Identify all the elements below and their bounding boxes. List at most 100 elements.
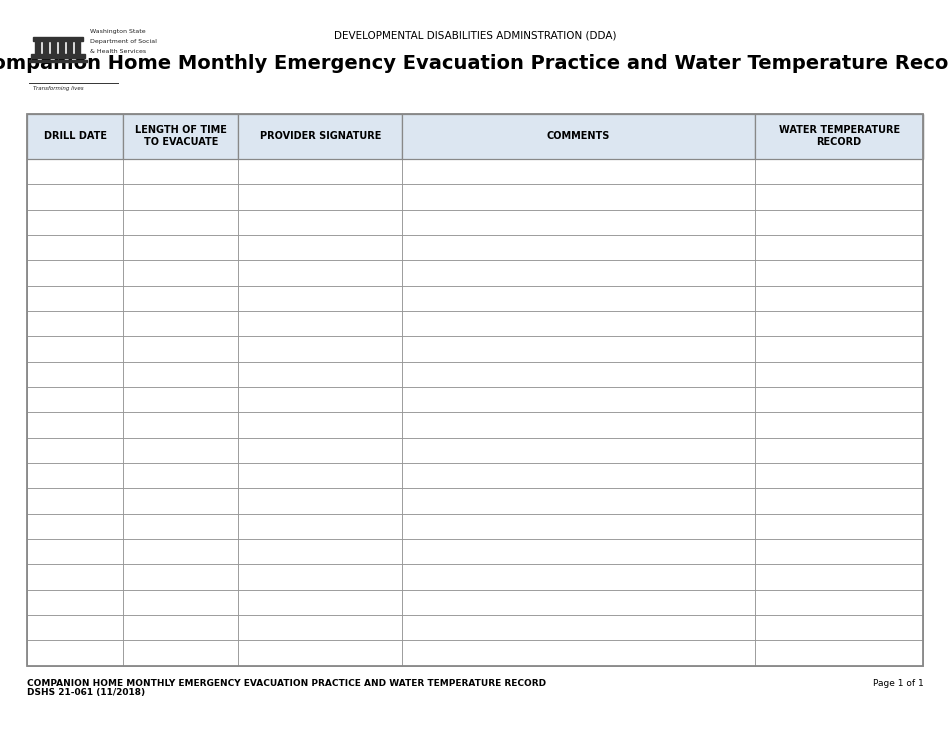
Text: Page 1 of 1: Page 1 of 1 [873,679,923,688]
Bar [238,640,403,666]
Bar [124,336,238,361]
Bar [403,235,755,260]
Bar [755,286,923,311]
Bar [238,564,403,589]
Bar [124,159,238,185]
Bar [27,235,124,260]
Bar [403,260,755,286]
Bar [755,438,923,463]
Bar [124,514,238,539]
Bar [29,59,87,62]
Bar [755,564,923,589]
Bar [124,640,238,666]
Bar [238,539,403,564]
Bar [27,286,124,311]
Bar [35,42,40,56]
Bar [403,387,755,413]
Bar [403,539,755,564]
Bar [755,640,923,666]
Bar [27,210,124,235]
Bar [238,336,403,361]
Bar [27,311,124,336]
Bar [755,589,923,615]
Bar [238,438,403,463]
Bar [755,387,923,413]
Bar [27,260,124,286]
Bar [755,235,923,260]
Bar [27,438,124,463]
Bar [755,615,923,640]
Bar [124,311,238,336]
Bar [31,54,86,58]
Bar [124,463,238,488]
Bar [51,42,56,56]
Bar [67,42,72,56]
Bar [755,336,923,361]
Bar [238,589,403,615]
Bar [238,185,403,210]
Bar [755,185,923,210]
Bar [27,514,124,539]
Bar [238,159,403,185]
Bar [27,185,124,210]
Bar [27,589,124,615]
Bar [403,311,755,336]
Bar [403,463,755,488]
Bar [27,361,124,387]
Text: COMMENTS: COMMENTS [547,131,610,141]
Bar [238,260,403,286]
Bar [124,235,238,260]
Bar [755,311,923,336]
Bar [755,210,923,235]
Text: Companion Home Monthly Emergency Evacuation Practice and Water Temperature Recor: Companion Home Monthly Emergency Evacuat… [0,54,950,73]
Bar [27,463,124,488]
Bar [403,210,755,235]
Bar [27,488,124,514]
Bar [124,539,238,564]
Bar [27,114,923,666]
Bar [43,42,48,56]
Text: PROVIDER SIGNATURE: PROVIDER SIGNATURE [259,131,381,141]
Bar [238,413,403,438]
Bar [27,640,124,666]
Text: & Health Services: & Health Services [90,48,146,54]
Bar [27,159,124,185]
Text: COMPANION HOME MONTHLY EMERGENCY EVACUATION PRACTICE AND WATER TEMPERATURE RECOR: COMPANION HOME MONTHLY EMERGENCY EVACUAT… [27,679,545,688]
Bar [238,114,403,159]
Text: DEVELOPMENTAL DISABILITIES ADMINSTRATION (DDA): DEVELOPMENTAL DISABILITIES ADMINSTRATION… [333,30,617,40]
Bar [124,413,238,438]
Text: Department of Social: Department of Social [90,39,157,44]
Bar [755,413,923,438]
Bar [124,286,238,311]
Bar [755,260,923,286]
Bar [403,114,755,159]
Bar [238,210,403,235]
Bar [238,463,403,488]
Bar [75,42,81,56]
Bar [403,615,755,640]
Bar [755,361,923,387]
Text: WATER TEMPERATURE
RECORD: WATER TEMPERATURE RECORD [779,125,900,147]
Bar [238,361,403,387]
Text: Washington State: Washington State [90,29,145,34]
Text: LENGTH OF TIME
TO EVACUATE: LENGTH OF TIME TO EVACUATE [135,125,227,147]
Bar [59,42,65,56]
Bar [755,463,923,488]
Bar [403,413,755,438]
Bar [238,387,403,413]
Bar [238,514,403,539]
Bar [403,336,755,361]
Bar [403,589,755,615]
Bar [124,260,238,286]
Bar [124,589,238,615]
Bar [27,615,124,640]
Text: Transforming lives: Transforming lives [33,86,84,91]
Bar [403,286,755,311]
Bar [27,114,923,159]
Bar [27,336,124,361]
Bar [755,114,923,159]
Bar [124,361,238,387]
Text: DRILL DATE: DRILL DATE [44,131,106,141]
Bar [403,185,755,210]
Bar [238,488,403,514]
